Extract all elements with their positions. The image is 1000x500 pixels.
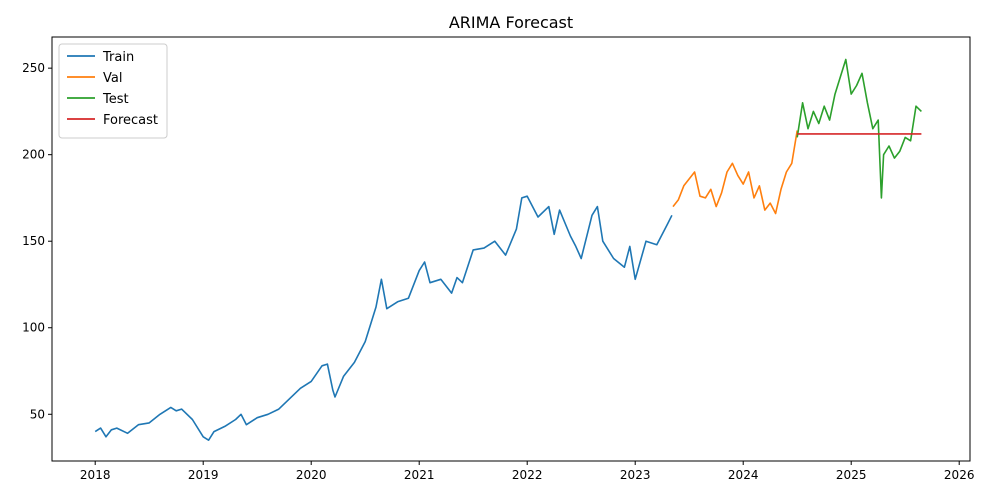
legend-box [58,43,168,139]
x-tick-label: 2019 [188,468,219,482]
y-tick-label: 100 [22,321,45,335]
y-tick-label: 200 [22,148,45,162]
x-tick-label: 2023 [620,468,651,482]
series-line-val [672,130,798,215]
y-tick-label: 50 [30,407,45,421]
legend-label-forecast: Forecast [103,113,158,128]
x-tick-label: 2022 [512,468,543,482]
legend-label-train: Train [102,50,134,65]
x-tick-label: 2018 [80,468,111,482]
y-tick-label: 250 [22,61,45,75]
plot-area: 2018 2019 2020 2021 2022 2023 2024 2025 2026 50 10… [22,36,975,482]
x-tick-label: 2021 [404,468,435,482]
legend: Train Val Test Forecast [58,43,168,139]
axes-frame [51,36,971,462]
x-tick-label: 2025 [836,468,867,482]
series-line-test [796,58,922,199]
chart-title: ARIMA Forecast [449,13,573,32]
x-tick-label: 2026 [944,468,975,482]
y-tick-label: 150 [22,234,45,248]
legend-label-val: Val [103,71,122,86]
legend-label-test: Test [102,92,129,107]
series-line-train [94,195,673,442]
x-tick-label: 2024 [728,468,759,482]
x-tick-label: 2020 [296,468,327,482]
